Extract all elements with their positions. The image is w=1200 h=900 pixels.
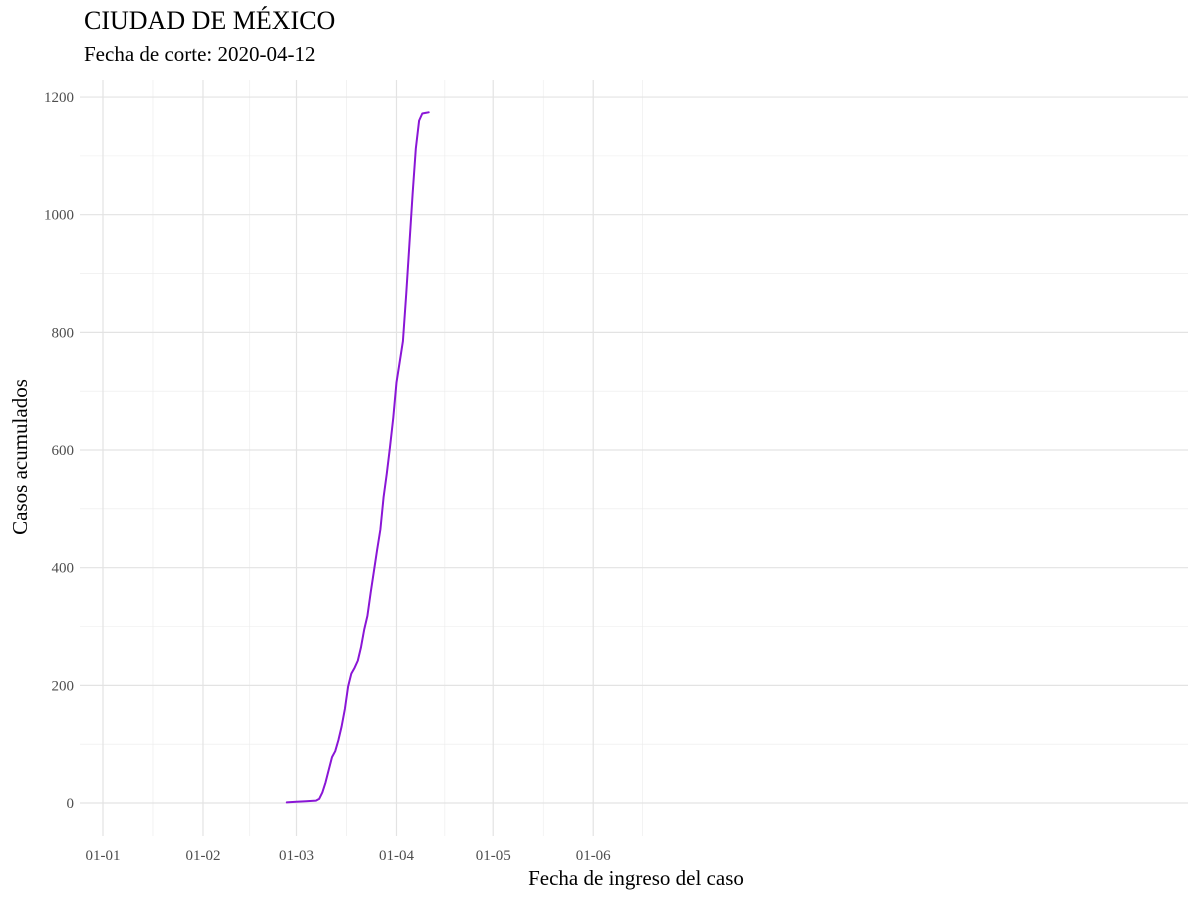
y-tick-label: 1000 xyxy=(44,208,74,224)
x-tick-label: 01-03 xyxy=(279,848,314,864)
y-tick-label: 0 xyxy=(67,796,75,812)
y-tick-label: 400 xyxy=(52,561,75,577)
y-axis-ticks: 0 200 400 600 800 1000 1200 xyxy=(44,90,74,812)
y-axis-title: Casos acumulados xyxy=(8,379,32,535)
x-tick-label: 01-02 xyxy=(185,848,220,864)
y-tick-label: 800 xyxy=(52,325,75,341)
x-axis-ticks: 01-01 01-02 01-03 01-04 01-05 01-06 xyxy=(86,848,612,864)
series-lines xyxy=(285,111,430,804)
x-axis-title: Fecha de ingreso del caso xyxy=(528,866,744,890)
x-tick-label: 01-06 xyxy=(576,848,611,864)
x-tick-label: 01-05 xyxy=(476,848,511,864)
x-tick-label: 01-04 xyxy=(379,848,414,864)
y-tick-label: 600 xyxy=(52,443,75,459)
grid-lines xyxy=(80,80,1188,836)
chart-title: CIUDAD DE MÉXICO xyxy=(84,6,336,35)
y-tick-label: 1200 xyxy=(44,90,74,106)
chart-subtitle: Fecha de corte: 2020-04-12 xyxy=(84,42,316,66)
y-tick-label: 200 xyxy=(52,678,75,694)
series-line-casos xyxy=(285,111,430,804)
x-tick-label: 01-01 xyxy=(86,848,121,864)
